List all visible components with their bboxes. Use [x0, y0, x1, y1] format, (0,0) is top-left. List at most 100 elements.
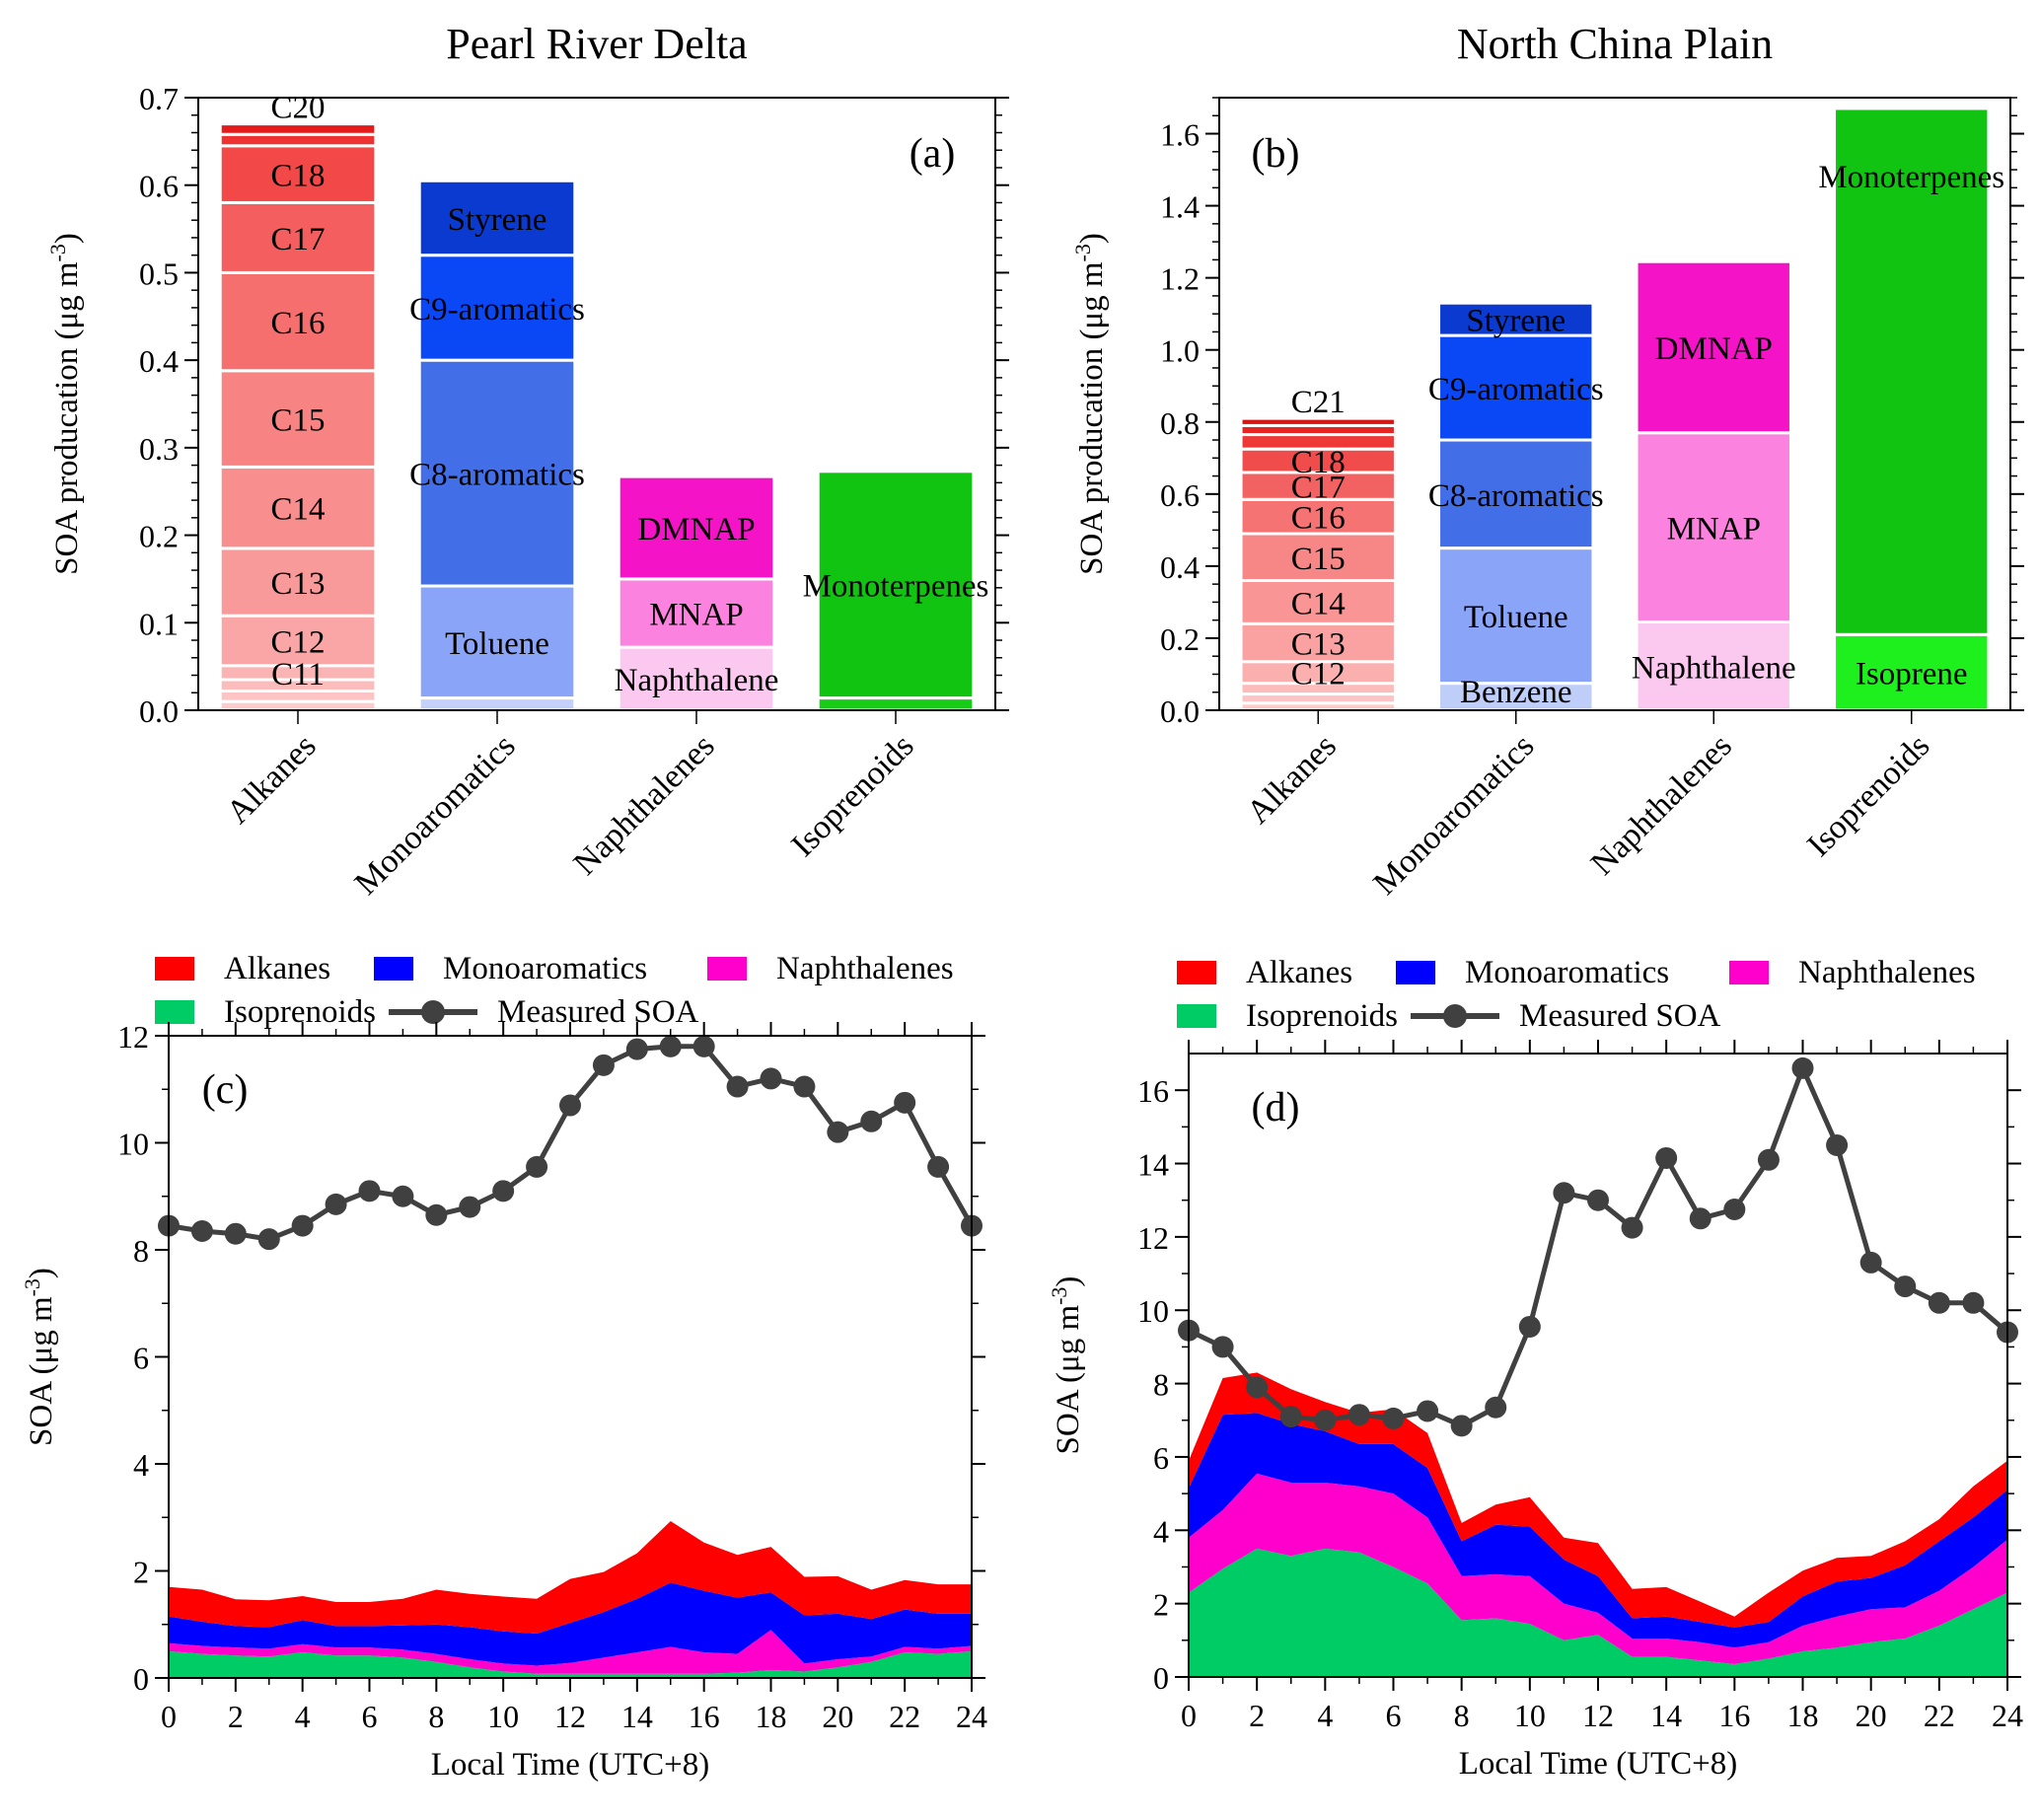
legend-swatch-naphthalenes: [1729, 961, 1769, 984]
legend-label-alkanes: Alkanes: [224, 951, 330, 986]
x-tick-label: 18: [1787, 1698, 1819, 1733]
y-tick-label: 0.6: [1160, 477, 1200, 513]
ylabel-text: SOA (μg m: [24, 1296, 59, 1446]
x-tick-label: 24: [1992, 1698, 2023, 1733]
x-tick-label: 4: [295, 1699, 311, 1734]
legend-swatch-monoaromatics: [374, 957, 413, 981]
chart-title: North China Plain: [1457, 20, 1773, 68]
point-measured-soa: [392, 1185, 414, 1207]
y-tick-label: 2: [133, 1555, 149, 1590]
point-measured-soa: [1621, 1216, 1643, 1239]
bar-segment-monoaromatics-c9-aromatics: [417, 254, 577, 362]
legend-label-naphthalenes: Naphthalenes: [776, 951, 954, 986]
y-tick-label: 0.2: [139, 519, 179, 554]
y-tick-label: 0: [1153, 1660, 1169, 1696]
bar-label-monoterpenes: Monoterpenes: [1818, 160, 2004, 195]
y-tick-label: 8: [133, 1233, 149, 1269]
point-measured-soa: [358, 1180, 381, 1202]
bar-label-c12: C12: [1291, 657, 1346, 692]
area-isoprenoids: [169, 1650, 972, 1678]
legend-label-alkanes: Alkanes: [1246, 955, 1352, 990]
x-tick-label: 14: [1650, 1698, 1682, 1733]
ylabel-close: ): [24, 1268, 59, 1278]
bar-label-c14: C14: [1291, 586, 1346, 621]
point-measured-soa: [459, 1196, 481, 1218]
legend-swatch-isoprenoids: [1177, 1004, 1216, 1028]
ylabel-text: SOA producation (μg m: [1074, 261, 1110, 575]
panel-label: (c): [202, 1067, 249, 1113]
point-measured-soa: [793, 1075, 816, 1098]
x-axis-label: Local Time (UTC+8): [431, 1747, 710, 1783]
point-measured-soa: [659, 1035, 682, 1057]
bar-segment-monoaromatics-c9-aromatics: [1437, 333, 1595, 442]
bar-segment-monoaromatics-toluene: [417, 584, 577, 700]
point-measured-soa: [1347, 1404, 1370, 1426]
bar-segment-alkanes-c20: [218, 122, 378, 136]
point-measured-soa: [1894, 1275, 1917, 1298]
bar-label-c15: C15: [1291, 542, 1346, 577]
bar-segment-naphthalenes-mnap: [1635, 431, 1792, 624]
bar-segment-alkanes-c13: [1239, 621, 1397, 664]
area-naphthalenes: [1189, 1473, 2007, 1664]
point-measured-soa: [1655, 1146, 1678, 1169]
legend-swatch-isoprenoids: [155, 1000, 194, 1024]
y-tick-label: 16: [1137, 1073, 1169, 1109]
x-tick-label: 12: [554, 1699, 586, 1734]
point-measured-soa: [425, 1203, 448, 1226]
point-measured-soa: [760, 1067, 782, 1090]
point-measured-soa: [1382, 1407, 1405, 1429]
bar-label-c9-aromatics: C9-aromatics: [1428, 372, 1604, 407]
x-tick-label: 12: [1582, 1698, 1614, 1733]
y-tick-label: 4: [1153, 1513, 1169, 1549]
bar-segment-naphthalenes-mnap: [617, 577, 776, 649]
x-tick-label: 22: [889, 1699, 920, 1734]
y-tick-label: 1.6: [1160, 117, 1200, 153]
y-tick-label: 0.3: [139, 431, 179, 467]
point-measured-soa: [1962, 1291, 1985, 1314]
y-tick-label: 12: [1137, 1220, 1169, 1256]
y-tick-label: 0.4: [1160, 549, 1200, 585]
y-tick-label: 2: [1153, 1587, 1169, 1623]
legend-swatch-monoaromatics: [1396, 961, 1435, 984]
bar-label-benzene: Benzene: [1460, 675, 1572, 710]
point-measured-soa: [1246, 1376, 1269, 1399]
y-tick-label: 0: [133, 1661, 149, 1697]
chart-title: Pearl River Delta: [446, 20, 747, 68]
point-measured-soa: [1485, 1396, 1507, 1419]
bar-segment-alkanes-c17: [218, 200, 378, 274]
point-measured-soa: [526, 1155, 548, 1178]
area-naphthalenes: [169, 1630, 972, 1674]
x-tick-label: 2: [228, 1699, 244, 1734]
y-tick-label: 0.4: [139, 343, 179, 379]
bar-label-c11: C11: [271, 657, 325, 692]
legend-label-isoprenoids: Isoprenoids: [1246, 998, 1398, 1034]
point-measured-soa: [257, 1228, 280, 1251]
legend-label-isoprenoids: Isoprenoids: [224, 994, 376, 1030]
x-axis-label: Local Time (UTC+8): [1459, 1746, 1738, 1782]
y-tick-label: 0.1: [139, 606, 179, 641]
point-measured-soa: [625, 1038, 648, 1060]
bar-segment-naphthalenes-dmnap: [1635, 259, 1792, 435]
bar-label-dmnap: DMNAP: [637, 512, 755, 547]
ylabel-text: SOA producation (μg m: [49, 261, 85, 575]
point-measured-soa: [827, 1121, 849, 1143]
bar-segment-alkanes-c14: [218, 465, 378, 550]
bar-segment-alkanes-c16: [218, 270, 378, 373]
bar-segment-naphthalenes-naphthalene: [617, 645, 776, 712]
plot-frame: [197, 97, 996, 711]
point-measured-soa: [1723, 1199, 1746, 1220]
legend: Alkanes Monoaromatics Naphthalenes Isopreno…: [1177, 955, 1976, 1034]
legend-label-monoaromatics: Monoaromatics: [443, 951, 647, 986]
y-axis-label: SOA (μg m-3): [20, 1268, 59, 1446]
bar-segment-alkanes-unlabeled: [218, 132, 378, 148]
x-tick-label: 24: [956, 1699, 987, 1734]
bar-label-styrene: Styrene: [1466, 304, 1566, 339]
point-measured-soa: [559, 1094, 581, 1117]
bar-segment-monoaromatics-styrene: [1437, 301, 1595, 337]
bar-label-monoterpenes: Monoterpenes: [803, 569, 989, 605]
x-tick-label: 0: [161, 1699, 177, 1734]
ylabel-close: ): [49, 233, 85, 244]
area-isoprenoids: [1189, 1548, 2007, 1677]
